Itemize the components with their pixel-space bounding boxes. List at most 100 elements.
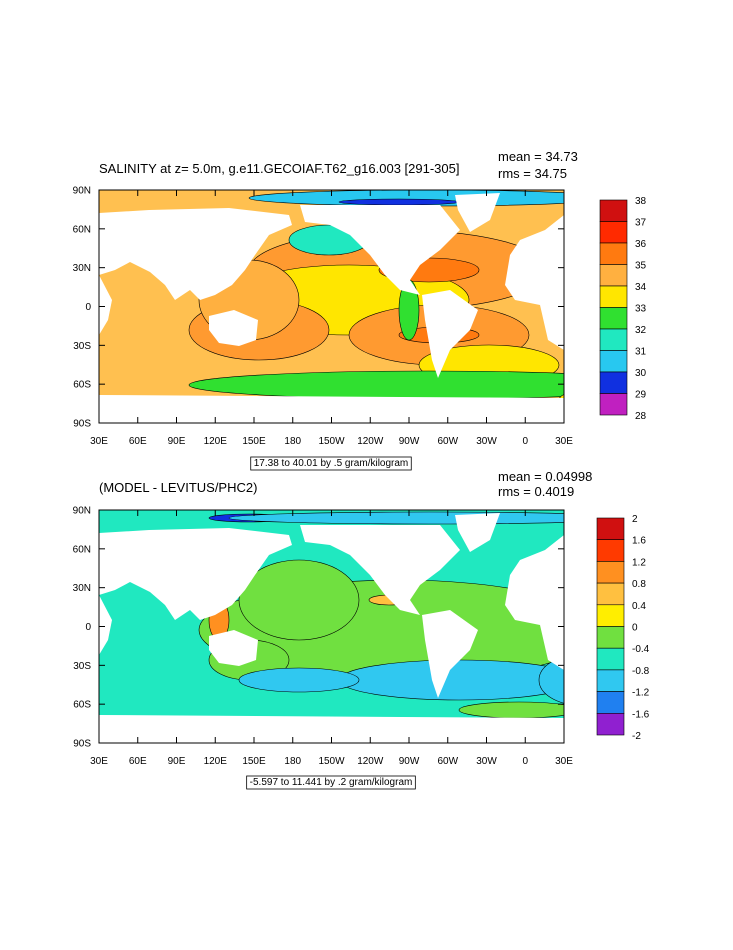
lon-tick-label: 30E [555, 436, 573, 447]
lon-tick-label: 120E [204, 436, 228, 447]
land [505, 215, 564, 350]
colorbar-box [596, 626, 625, 649]
lat-tick-label: 0 [85, 622, 91, 633]
colorbar-box [599, 328, 628, 351]
lat-tick-label: 90N [73, 186, 91, 197]
lon-tick-label: 120W [357, 436, 384, 447]
lon-tick-label: 120W [357, 756, 384, 767]
colorbar-label: 34 [635, 282, 647, 293]
lat-tick-label: 30N [73, 263, 91, 274]
colorbar-box [599, 199, 628, 222]
contour-info: 17.38 to 40.01 by .5 gram/kilogram [254, 458, 409, 469]
colorbar-label: 30 [635, 368, 647, 379]
colorbar-label: 36 [635, 239, 647, 250]
lon-tick-label: 90W [399, 436, 420, 447]
land [455, 513, 500, 552]
lon-tick-label: 30W [476, 756, 497, 767]
rms-label: rms = 0.4019 [498, 484, 574, 499]
land [99, 275, 112, 335]
colorbar-box [596, 582, 625, 606]
lon-tick-label: 60E [129, 436, 147, 447]
lon-tick-label: 150E [242, 756, 266, 767]
lon-tick-label: 180 [284, 756, 301, 767]
field-region [228, 511, 564, 525]
map-field [99, 190, 564, 423]
land [300, 205, 460, 295]
colorbar-box [596, 647, 625, 671]
lon-tick-label: 120E [204, 756, 228, 767]
colorbar-label: 0.4 [632, 601, 646, 612]
lon-tick-label: 60E [129, 756, 147, 767]
colorbar-box [596, 517, 625, 541]
colorbar-box [599, 264, 628, 287]
contour-info-box [250, 456, 412, 471]
colorbar-label: 37 [635, 218, 647, 229]
land [99, 208, 292, 300]
colorbar-label: 33 [635, 304, 647, 315]
field-region [238, 559, 360, 641]
map-panel: (MODEL - LEVITUS/PHC2) mean = 0.04998rms … [73, 469, 650, 790]
land [455, 193, 500, 232]
colorbar-box [596, 561, 625, 584]
colorbar-label: 28 [635, 411, 647, 422]
lat-tick-label: 60N [73, 224, 91, 235]
colorbar-label: 1.2 [632, 557, 646, 568]
land [99, 595, 112, 655]
colorbar-box [596, 669, 625, 692]
lat-tick-label: 90S [73, 419, 91, 430]
lat-tick-label: 60S [73, 380, 91, 391]
lon-tick-label: 30E [555, 756, 573, 767]
land [422, 610, 478, 698]
field-region [569, 665, 599, 685]
lat-tick-label: 90S [73, 739, 91, 750]
colorbar-label: 29 [635, 390, 647, 401]
colorbar-box [596, 691, 625, 714]
lat-tick-label: 60N [73, 544, 91, 555]
lon-tick-label: 150W [318, 756, 345, 767]
mean-label: mean = 34.73 [498, 149, 578, 164]
colorbar-label: 1.6 [632, 536, 646, 547]
land [209, 630, 258, 666]
lon-tick-label: 90E [168, 436, 186, 447]
panel-title: SALINITY at z= 5.0m, g.e11.GECOIAF.T62_g… [99, 161, 459, 176]
lon-tick-label: 90W [399, 756, 420, 767]
colorbar-box [599, 371, 628, 394]
field-region [538, 656, 564, 704]
lon-tick-label: 90E [168, 756, 186, 767]
lat-tick-label: 90N [73, 506, 91, 517]
lon-tick-label: 150E [242, 436, 266, 447]
colorbar-label: -1.2 [632, 688, 650, 699]
map-field [99, 510, 599, 743]
lat-tick-label: 0 [85, 302, 91, 313]
colorbar-label: -0.4 [632, 644, 650, 655]
mean-label: mean = 0.04998 [498, 469, 592, 484]
field-region [338, 198, 460, 206]
rms-label: rms = 34.75 [498, 166, 567, 181]
colorbar-label: 0.8 [632, 579, 646, 590]
map-panel: SALINITY at z= 5.0m, g.e11.GECOIAF.T62_g… [73, 149, 647, 471]
land [300, 525, 460, 615]
colorbar-label: -1.6 [632, 709, 650, 720]
contour-info-box [246, 775, 416, 790]
field-region [238, 667, 360, 693]
lon-tick-label: 0 [522, 436, 528, 447]
lon-tick-label: 0 [522, 756, 528, 767]
land [99, 715, 564, 743]
land [422, 290, 478, 378]
colorbar-label: 0 [632, 623, 638, 634]
colorbar-box [596, 539, 625, 562]
lon-tick-label: 60W [437, 756, 458, 767]
lon-tick-label: 30E [90, 436, 108, 447]
colorbar-box [599, 285, 628, 308]
colorbar-label: 32 [635, 325, 647, 336]
lat-tick-label: 30N [73, 583, 91, 594]
lon-tick-label: 150W [318, 436, 345, 447]
land [99, 528, 292, 620]
colorbar-box [599, 221, 628, 244]
colorbar-box [599, 393, 628, 416]
lon-tick-label: 60W [437, 436, 458, 447]
lat-tick-label: 30S [73, 661, 91, 672]
lon-tick-label: 180 [284, 436, 301, 447]
lat-tick-label: 60S [73, 700, 91, 711]
